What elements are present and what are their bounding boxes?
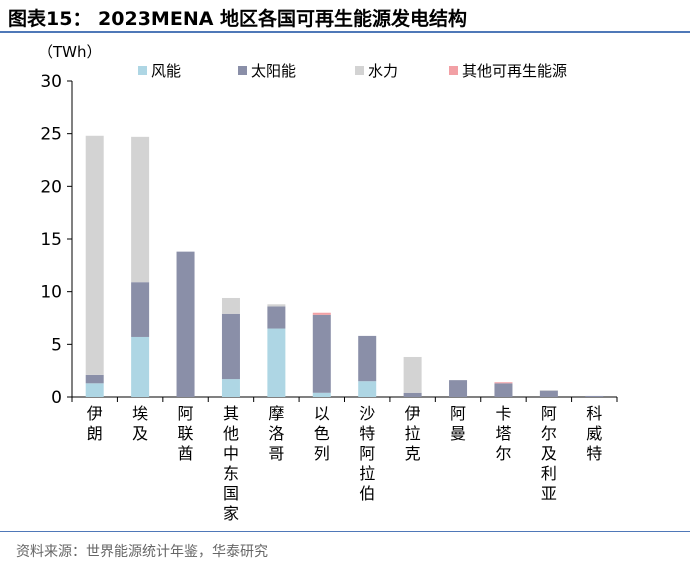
bar-segment [131, 282, 150, 337]
bar-segment [131, 336, 150, 397]
legend-label: 风能 [151, 62, 181, 80]
x-tick-label: 伊朗 [87, 404, 103, 443]
x-tick-label: 其他中东国家 [223, 404, 239, 523]
x-tick-label: 埃及 [132, 404, 148, 443]
y-tick-label: 15 [40, 230, 62, 250]
x-tick-label: 科威特 [586, 404, 602, 463]
bar-segment [176, 251, 195, 397]
bar-segment [85, 374, 104, 384]
legend-swatch [449, 66, 458, 75]
legend-swatch [355, 66, 364, 75]
y-axis-label: （TWh） [38, 43, 102, 61]
bar-segment [267, 306, 286, 329]
x-tick-label: 阿曼 [450, 404, 466, 443]
bar-segment [494, 383, 513, 397]
bar-segment [585, 395, 604, 397]
legend-label: 太阳能 [251, 62, 296, 80]
bar-segment [85, 135, 104, 375]
x-tick-label: 阿联酋 [178, 404, 194, 463]
bar-segment [449, 380, 468, 397]
bar-segment [539, 390, 558, 391]
bar-segment [131, 136, 150, 283]
bar-segment [539, 390, 558, 397]
legend-swatch [138, 66, 147, 75]
bar-segment [312, 312, 331, 315]
bar-segment [403, 356, 422, 393]
x-tick-label: 以色列 [314, 404, 330, 463]
x-tick-label: 卡塔尔 [495, 404, 511, 463]
y-tick-label: 20 [40, 177, 62, 197]
x-tick-label: 摩洛哥 [268, 404, 284, 463]
y-tick-label: 5 [51, 335, 62, 355]
figure-title: 图表15： 2023MENA 地区各国可再生能源发电结构 [8, 8, 468, 30]
source-note: 资料来源：世界能源统计年鉴，华泰研究 [16, 544, 268, 560]
bar-segment [221, 297, 240, 314]
bar-segment [494, 382, 513, 384]
x-tick-label: 沙特阿拉伯 [359, 404, 375, 503]
legend-label: 水力 [368, 62, 398, 80]
bar-segment [312, 314, 331, 393]
x-tick-label: 伊拉克 [405, 404, 421, 463]
y-tick-label: 25 [40, 125, 62, 145]
x-tick-label: 阿尔及利亚 [541, 404, 557, 503]
bars [85, 135, 604, 397]
bar-segment [267, 328, 286, 397]
footer-divider [0, 531, 690, 532]
title-divider [0, 31, 690, 33]
bar-segment [312, 392, 331, 397]
y-tick-label: 10 [40, 283, 62, 303]
bar-segment [85, 383, 104, 397]
y-tick-label: 30 [40, 72, 62, 92]
legend-label: 其他可再生能源 [462, 62, 567, 80]
bar-segment [403, 392, 422, 397]
legend: 风能 太阳能 水力 其他可再生能源 [138, 62, 567, 80]
bar-segment [358, 335, 377, 382]
bar-segment [358, 381, 377, 397]
bar-segment [221, 379, 240, 397]
bar-segment [267, 304, 286, 307]
bar-segment [221, 313, 240, 380]
legend-swatch [238, 66, 247, 75]
y-tick-label: 0 [51, 388, 62, 408]
